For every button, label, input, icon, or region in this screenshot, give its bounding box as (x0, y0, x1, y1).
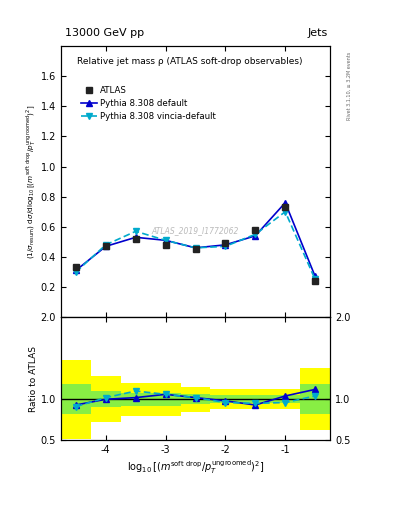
X-axis label: $\log_{10}[(m^{\rm soft\ drop}/p_T^{\rm ungroomed})^2]$: $\log_{10}[(m^{\rm soft\ drop}/p_T^{\rm … (127, 458, 264, 476)
Pythia 8.308 default (163, 237, 168, 243)
Text: Jets: Jets (308, 28, 328, 38)
ATLAS (283, 204, 288, 210)
Pythia 8.308 vincia-default (223, 243, 228, 249)
Pythia 8.308 vincia-default (73, 269, 78, 275)
ATLAS (163, 242, 168, 248)
Text: Relative jet mass ρ (ATLAS soft-drop observables): Relative jet mass ρ (ATLAS soft-drop obs… (77, 57, 303, 66)
Pythia 8.308 vincia-default (313, 276, 318, 283)
Pythia 8.308 default (103, 243, 108, 249)
ATLAS (103, 243, 108, 249)
Line: Pythia 8.308 default: Pythia 8.308 default (73, 200, 318, 280)
Pythia 8.308 default (223, 242, 228, 248)
ATLAS (133, 236, 138, 242)
Pythia 8.308 default (193, 245, 198, 251)
Pythia 8.308 default (73, 267, 78, 273)
Pythia 8.308 vincia-default (193, 245, 198, 251)
Pythia 8.308 default (313, 273, 318, 280)
Line: Pythia 8.308 vincia-default: Pythia 8.308 vincia-default (73, 208, 318, 283)
Y-axis label: Ratio to ATLAS: Ratio to ATLAS (29, 346, 38, 412)
Pythia 8.308 vincia-default (253, 231, 258, 238)
Text: Rivet 3.1.10, ≥ 3.2M events: Rivet 3.1.10, ≥ 3.2M events (346, 52, 351, 120)
Pythia 8.308 default (253, 233, 258, 239)
Pythia 8.308 vincia-default (283, 209, 288, 215)
ATLAS (223, 240, 228, 246)
ATLAS (253, 227, 258, 233)
Pythia 8.308 default (283, 200, 288, 206)
Text: 13000 GeV pp: 13000 GeV pp (65, 28, 144, 38)
Pythia 8.308 default (133, 234, 138, 241)
Text: ATLAS_2019_I1772062: ATLAS_2019_I1772062 (152, 226, 239, 235)
Line: ATLAS: ATLAS (73, 204, 318, 284)
Pythia 8.308 vincia-default (103, 242, 108, 248)
ATLAS (73, 264, 78, 270)
Y-axis label: $(1/\sigma_{\rm resum})\ \mathrm{d}\sigma/\mathrm{d}\log_{10}[(m^{\rm soft\ drop: $(1/\sigma_{\rm resum})\ \mathrm{d}\sigm… (24, 104, 38, 259)
Legend: ATLAS, Pythia 8.308 default, Pythia 8.308 vincia-default: ATLAS, Pythia 8.308 default, Pythia 8.30… (81, 86, 216, 121)
ATLAS (193, 246, 198, 252)
Pythia 8.308 vincia-default (163, 237, 168, 243)
ATLAS (313, 278, 318, 284)
Pythia 8.308 vincia-default (133, 228, 138, 234)
